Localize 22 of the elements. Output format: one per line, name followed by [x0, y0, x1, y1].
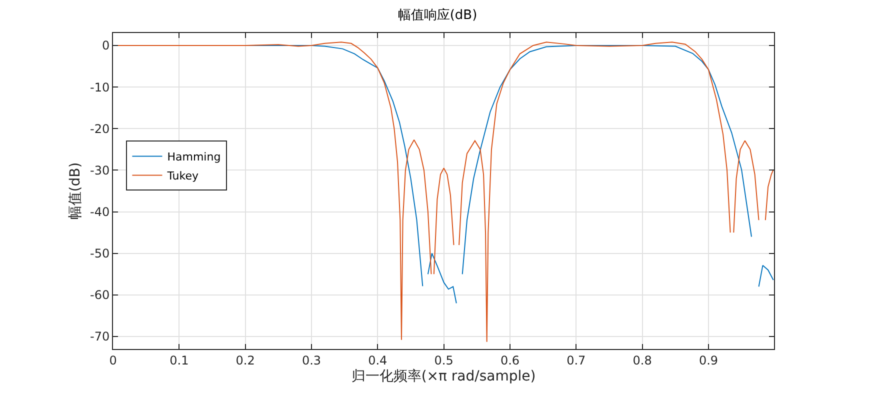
x-tick-label: 0.5 — [434, 353, 454, 368]
x-tick-label: 0.9 — [698, 353, 718, 368]
y-tick-label: -50 — [90, 246, 110, 261]
x-tick-label: 0.7 — [566, 353, 586, 368]
y-tick-label: -20 — [90, 122, 110, 136]
x-tick-label: 0.2 — [236, 353, 255, 368]
y-tick-label: -10 — [90, 80, 110, 94]
y-tick-label: -60 — [90, 288, 110, 302]
chart-title: 幅值响应(dB) — [398, 6, 478, 23]
y-tick-label: -70 — [90, 330, 110, 344]
x-tick-label: 0.8 — [632, 353, 652, 368]
legend-label: Hamming — [167, 150, 221, 164]
x-tick-label: 0.1 — [170, 353, 189, 368]
legend-label: Tukey — [166, 170, 199, 183]
y-axis-title: 幅值(dB) — [68, 162, 84, 220]
x-tick-label: 0.4 — [368, 353, 388, 368]
y-tick-label: -40 — [90, 204, 110, 219]
x-axis-title: 归一化频率(×π rad/sample) — [351, 368, 536, 385]
x-tick-label: 0.6 — [500, 353, 520, 368]
y-tick-label: 0 — [102, 38, 110, 53]
y-tick-label: -30 — [90, 163, 110, 178]
x-tick-label: 0.3 — [302, 353, 322, 368]
